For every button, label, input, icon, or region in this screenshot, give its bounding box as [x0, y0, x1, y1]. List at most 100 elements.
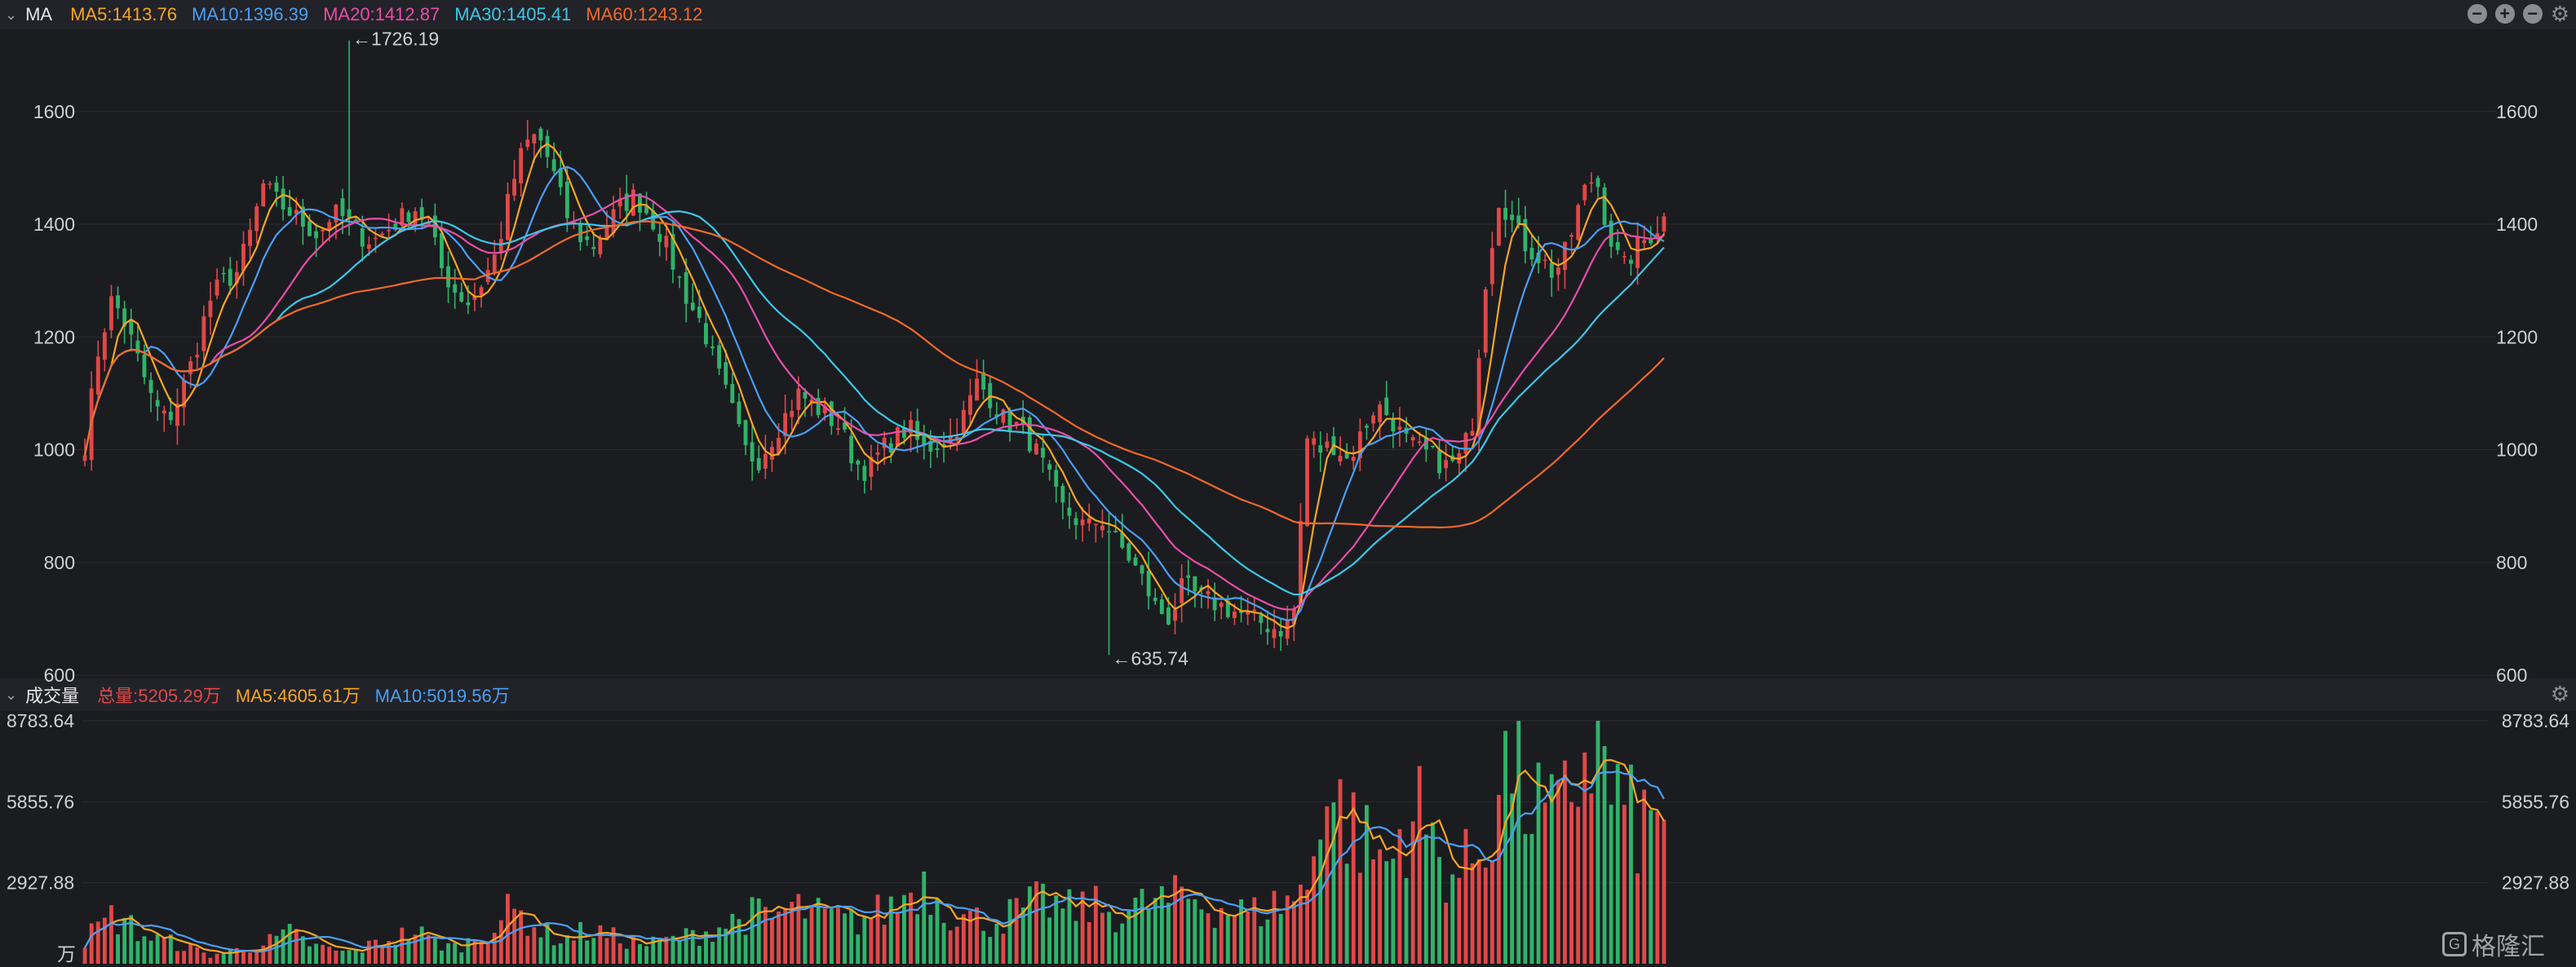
ma-line-ma20 [83, 193, 1665, 611]
candle-body [1312, 438, 1317, 445]
volume-bar [82, 947, 87, 964]
candle-body [234, 272, 239, 284]
candle-body [472, 296, 477, 300]
collapse-chevron-icon[interactable]: ⌄ [5, 686, 18, 703]
candle-body [1536, 252, 1541, 263]
candle-body [400, 208, 405, 226]
candle-body [195, 355, 200, 358]
volume-bar [1291, 901, 1296, 964]
volume-bar [941, 922, 946, 964]
volume-bar [512, 908, 516, 964]
volume-bar [961, 914, 966, 964]
volume-bar [888, 896, 893, 964]
candle-body [1206, 591, 1211, 594]
gear-icon[interactable]: ⚙ [2550, 682, 2569, 706]
volume-bar [1536, 762, 1541, 964]
candle-body [255, 206, 259, 232]
candle-body [360, 228, 365, 247]
volume-bar [1199, 909, 1204, 964]
minus-circle-icon[interactable]: − [2522, 4, 2543, 24]
candle-body [849, 435, 854, 464]
price-ma-lines [83, 143, 1665, 629]
volume-bar [374, 939, 378, 964]
candle-body [82, 455, 87, 461]
volume-bar [1133, 897, 1138, 964]
candle-body [1662, 216, 1666, 232]
candle-body [928, 440, 933, 452]
minus-circle-icon[interactable]: − [2467, 4, 2487, 24]
candle-body [538, 128, 543, 141]
candle-body [704, 323, 708, 345]
volume-bar [1020, 907, 1025, 964]
candle-body [1476, 358, 1481, 435]
volume-bar [519, 910, 524, 964]
volume-bar [1041, 883, 1045, 964]
volume-bar [1318, 839, 1323, 964]
volume-bar [1305, 890, 1309, 964]
volume-bar [334, 950, 339, 964]
candle-body [697, 307, 702, 318]
candle-body [241, 244, 246, 272]
volume-bars [82, 721, 1666, 964]
volume-ma-lines [84, 758, 1665, 955]
volume-bar [321, 944, 325, 964]
volume-bar [1489, 860, 1494, 964]
volume-bar [677, 941, 682, 964]
candle-body [248, 229, 252, 246]
price-axis-label-left: 800 [44, 552, 75, 573]
volume-bar [360, 952, 365, 964]
volume-bar [1113, 932, 1118, 964]
candle-body [664, 236, 669, 248]
volume-bar [387, 941, 392, 964]
volume-bar [466, 938, 471, 964]
volume-bar [730, 913, 735, 964]
volume-bar [1331, 802, 1336, 964]
volume-bar [1338, 779, 1343, 964]
candle-body [1133, 557, 1138, 566]
candle-body [1041, 448, 1045, 458]
volume-bar [215, 953, 219, 964]
volume-bar [671, 935, 675, 964]
legend-ma20: MA20:1412.87 [323, 4, 440, 24]
plus-circle-icon[interactable]: + [2494, 4, 2515, 24]
candle-body [915, 421, 920, 440]
candle-body [1489, 248, 1494, 285]
price-grid [73, 111, 2496, 676]
candle-body [1463, 432, 1468, 454]
volume-bar [994, 923, 999, 964]
candle-body [109, 296, 113, 330]
price-axis-label-right: 1600 [2496, 101, 2538, 122]
candle-body [1265, 629, 1270, 633]
volume-bar [148, 940, 153, 964]
candle-body [1384, 397, 1389, 416]
volume-bar [624, 948, 629, 964]
candle-body [95, 356, 100, 395]
candle-body [1410, 437, 1415, 441]
candle-body [1034, 443, 1038, 455]
watermark: G 格隆汇 [2442, 926, 2545, 962]
candle-body [730, 384, 735, 404]
volume-bar [485, 943, 490, 964]
gear-icon[interactable]: ⚙ [2550, 2, 2569, 26]
volume-bar [545, 922, 550, 964]
collapse-chevron-icon[interactable]: ⌄ [5, 6, 18, 23]
volume-bar [380, 946, 384, 964]
candle-body [869, 457, 874, 477]
candle-body [1113, 530, 1118, 532]
volume-bar [1642, 789, 1647, 964]
candle-body [387, 230, 392, 232]
volume-bar [472, 940, 477, 964]
volume-bar [1384, 861, 1389, 964]
legend-volume-ma5: MA5:4605.61万 [235, 686, 361, 706]
volume-bar [1516, 721, 1521, 964]
candle-body [419, 207, 424, 220]
volume-bar [1463, 828, 1468, 964]
candle-body [1371, 415, 1375, 424]
candle-body [1615, 241, 1620, 250]
volume-bar [1159, 885, 1164, 964]
legend-ma5: MA5:1413.76 [70, 4, 177, 24]
volume-bar [1067, 889, 1072, 964]
volume-bar [1060, 908, 1065, 964]
volume-bar [1166, 903, 1171, 964]
